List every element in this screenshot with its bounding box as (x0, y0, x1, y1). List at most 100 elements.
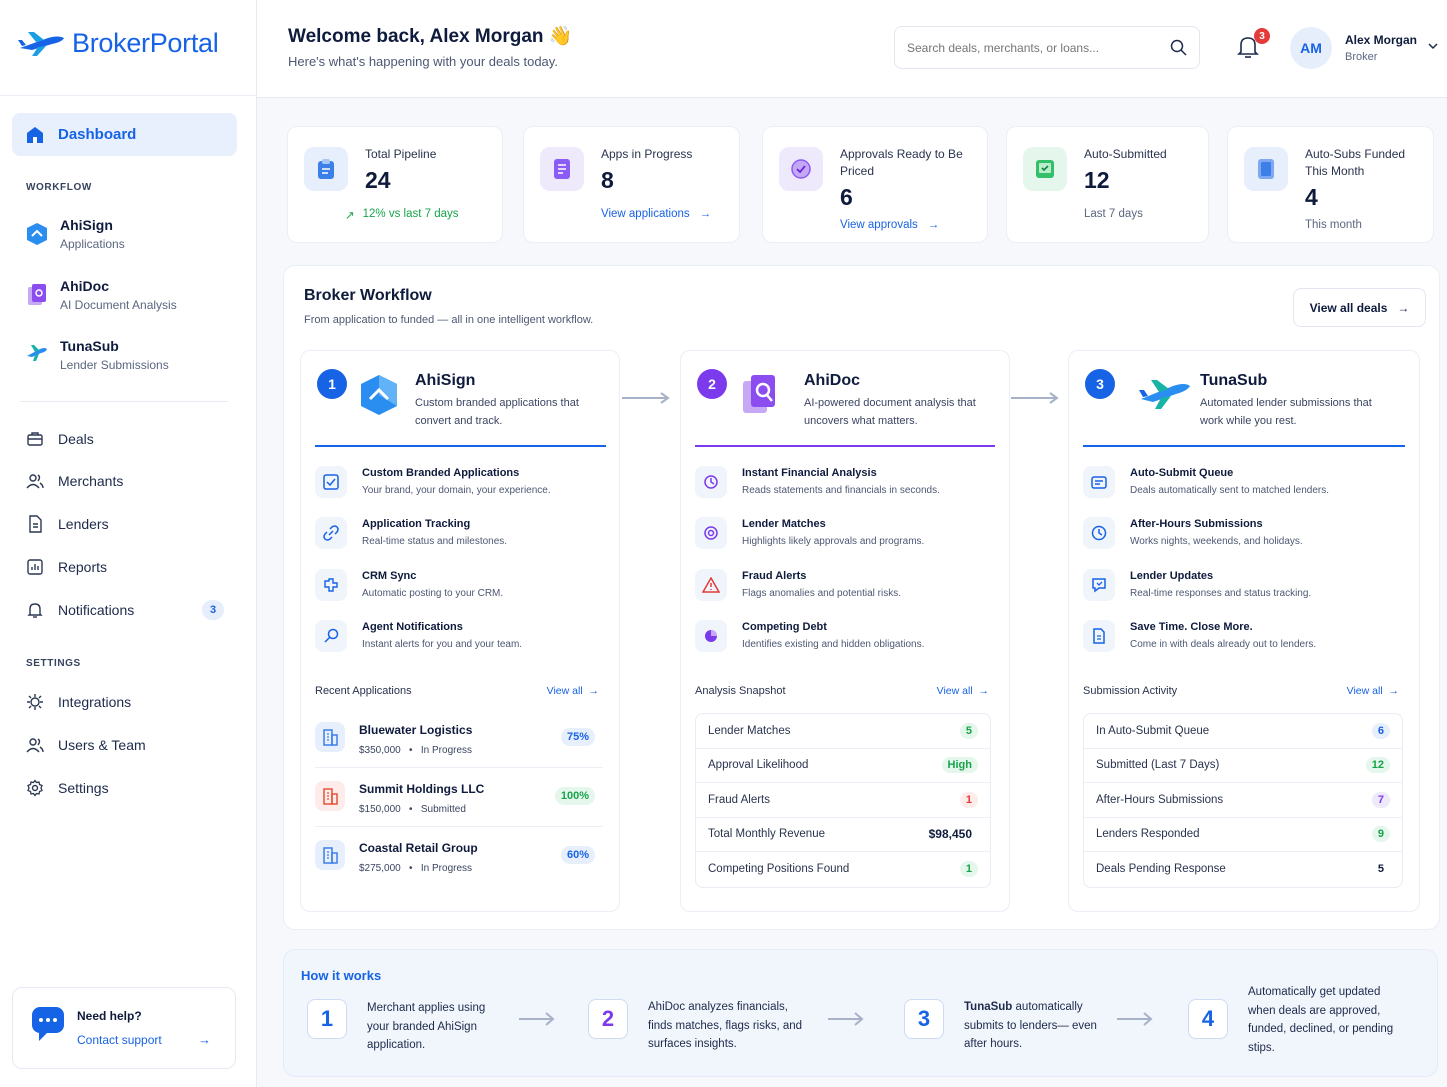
search-box[interactable] (894, 26, 1200, 69)
application-amount: $150,000 (359, 804, 401, 815)
arrow-right-icon[interactable]: → (198, 1032, 211, 1047)
feature-item: After-Hours Submissions Works nights, wee… (1083, 517, 1303, 549)
sidebar-item-tunasub[interactable]: TunaSub Lender Submissions (26, 338, 169, 372)
application-amount: $350,000 (359, 745, 401, 756)
row-value: 7 (1371, 791, 1390, 808)
contact-support-link[interactable]: Contact support (77, 1033, 162, 1047)
application-row[interactable]: Bluewater Logistics $350,000 • In Progre… (315, 709, 603, 768)
row-label: Total Monthly Revenue (708, 828, 825, 841)
row-label: Lender Matches (708, 724, 791, 737)
nav-lenders[interactable]: Lenders (26, 515, 224, 533)
analysis-snapshot-header: Analysis Snapshot View all → (695, 685, 995, 697)
progress-badge: 100% (554, 787, 595, 805)
ahidoc-icon (743, 375, 775, 413)
feature-subtitle: Reads statements and financials in secon… (742, 485, 940, 496)
divider (20, 401, 228, 402)
row-label: Fraud Alerts (708, 793, 770, 806)
stat-value: 12 (1084, 167, 1110, 193)
brand-logo[interactable]: BrokerPortal (18, 28, 219, 59)
chat-support-icon (32, 1007, 64, 1041)
feature-subtitle: Highlights likely approvals and programs… (742, 536, 925, 547)
stat-footer: View applications (601, 208, 690, 220)
accent-line (315, 445, 606, 447)
avatar[interactable]: AM (1290, 27, 1332, 69)
application-name: Coastal Retail Group (359, 841, 478, 855)
nav-notifications[interactable]: Notifications 3 (26, 600, 224, 620)
sync-puzzle-icon (315, 569, 347, 601)
sidebar-item-title: AhiDoc (60, 278, 109, 294)
row-value: 1 (959, 791, 978, 808)
feature-item: Auto-Submit Queue Deals automatically sen… (1083, 466, 1329, 498)
table-row: Lenders Responded 9 (1084, 818, 1402, 852)
broker-workflow-panel: Broker Workflow From application to fund… (283, 265, 1440, 930)
row-value: $98,450 (928, 827, 972, 842)
stat-label: Total Pipeline (365, 147, 437, 161)
stat-card-apps-in-progress[interactable]: Apps in Progress 8 View applications → (523, 126, 740, 243)
link-icon (315, 517, 347, 549)
product-name: TunaSub (1200, 372, 1268, 389)
stat-value: 4 (1305, 184, 1318, 210)
section-title: Broker Workflow (304, 287, 432, 304)
feature-item: Agent Notifications Instant alerts for yo… (315, 620, 522, 652)
sidebar: BrokerPortal Dashboard WORKFLOW AhiSign A… (0, 0, 257, 1087)
arrow-right-icon (1117, 1012, 1153, 1026)
row-label: Deals Pending Response (1096, 863, 1226, 876)
analysis-snapshot-table: Lender Matches 5 Approval Likelihood High … (695, 713, 991, 888)
trend-up-icon: ↗ (345, 210, 355, 222)
search-input[interactable] (907, 40, 1147, 55)
user-role: Broker (1345, 51, 1378, 63)
step-text: TunaSub automatically submits to lenders… (964, 998, 1099, 1054)
document-icon (1083, 620, 1115, 652)
nav-dashboard[interactable]: Dashboard (12, 113, 237, 156)
stat-card-approvals[interactable]: Approvals Ready to Be Priced 6 View appr… (762, 126, 988, 243)
user-name[interactable]: Alex Morgan (1345, 33, 1418, 47)
nav-integrations[interactable]: Integrations (26, 693, 224, 711)
table-row: Total Monthly Revenue $98,450 (696, 818, 990, 852)
row-value: 6 (1371, 722, 1390, 739)
welcome-subtitle: Here's what's happening with your deals … (288, 54, 558, 69)
nav-deals[interactable]: Deals (26, 430, 224, 448)
view-all-link[interactable]: View all → (546, 685, 599, 697)
sidebar-item-subtitle: AI Document Analysis (60, 298, 177, 312)
row-value: 9 (1371, 826, 1390, 843)
search-icon[interactable] (1170, 39, 1187, 56)
product-description: Automated lender submissions that work w… (1200, 397, 1372, 427)
feature-subtitle: Instant alerts for you and your team. (362, 639, 523, 650)
link-label: View all (546, 685, 583, 697)
nav-merchants[interactable]: Merchants (26, 472, 224, 490)
application-row[interactable]: Coastal Retail Group $275,000 • In Progr… (315, 827, 603, 886)
row-label: Lenders Responded (1096, 828, 1200, 841)
sidebar-item-ahisign[interactable]: AhiSign Applications (26, 217, 125, 251)
view-applications-link[interactable]: View applications → (601, 208, 711, 220)
application-row[interactable]: Summit Holdings LLC $150,000 • Submitted… (315, 768, 603, 827)
stat-card-auto-subs-funded[interactable]: Auto-Subs Funded This Month 4 This month (1227, 126, 1434, 243)
view-all-link[interactable]: View all → (1346, 685, 1399, 697)
feature-subtitle: Real-time status and milestones. (362, 536, 508, 547)
arrow-right-icon: → (927, 219, 940, 231)
stat-card-auto-submitted[interactable]: Auto-Submitted 12 Last 7 days (1006, 126, 1209, 243)
bell-icon[interactable] (1236, 34, 1260, 60)
users-icon (26, 474, 44, 489)
stat-label: Approvals Ready to Be Priced (840, 147, 963, 178)
view-all-deals-button[interactable]: View all deals → (1293, 288, 1426, 327)
stat-card-total-pipeline[interactable]: Total Pipeline 24 ↗ 12% vs last 7 days (287, 126, 503, 243)
view-approvals-link[interactable]: View approvals → (840, 219, 939, 231)
arrow-right-icon (519, 1012, 555, 1026)
stat-footer: This month (1305, 219, 1362, 231)
approval-badge-icon (779, 147, 823, 191)
nav-users-team[interactable]: Users & Team (26, 736, 224, 754)
table-row: After-Hours Submissions 7 (1084, 783, 1402, 818)
product-name: AhiDoc (804, 372, 860, 389)
divider (0, 95, 257, 96)
view-all-link[interactable]: View all → (936, 685, 989, 697)
sidebar-item-ahidoc[interactable]: AhiDoc AI Document Analysis (26, 278, 177, 312)
button-label: View all deals (1309, 300, 1388, 315)
tunasub-jet-icon (27, 345, 47, 361)
feature-item: Fraud Alerts Flags anomalies and potentia… (695, 569, 901, 601)
chevron-down-icon[interactable] (1427, 40, 1439, 52)
row-label: After-Hours Submissions (1096, 793, 1224, 806)
nav-reports[interactable]: Reports (26, 558, 224, 576)
nav-label: Settings (58, 780, 109, 796)
nav-settings[interactable]: Settings (26, 779, 224, 797)
feature-title: CRM Sync (362, 570, 417, 582)
